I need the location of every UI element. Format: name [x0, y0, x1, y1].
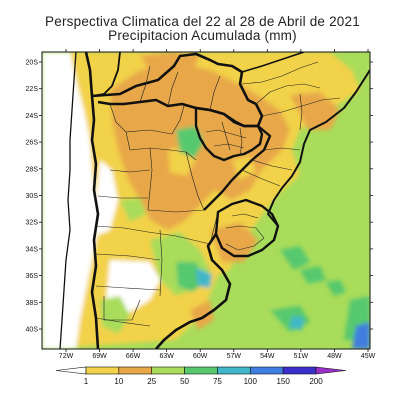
- lat-tick-label: 36S: [26, 273, 39, 280]
- map-frame: [41, 51, 371, 350]
- colorbar-min-triangle: [55, 366, 87, 375]
- lon-tick-label: 51W: [294, 353, 309, 360]
- colorbar-label: 50: [180, 377, 189, 386]
- lat-tick-label: 40S: [26, 327, 39, 334]
- lat-tick-label: 30S: [26, 193, 39, 200]
- lat-tick-label: 28S: [26, 166, 39, 173]
- colorbar-label: 200: [309, 377, 323, 386]
- colorbar-segment: [249, 366, 284, 375]
- colorbar-segment: [217, 366, 251, 375]
- province-borders: [95, 61, 341, 327]
- lat-tick-label: 26S: [26, 140, 39, 147]
- precip-below-1-west: [42, 52, 98, 349]
- colorbar-max-triangle: [315, 366, 347, 375]
- lon-tick-label: 45W: [361, 353, 376, 360]
- country-borders: [59, 52, 370, 349]
- lon-tick-label: 66W: [126, 353, 141, 360]
- colorbar-segment: [184, 366, 218, 375]
- lon-tick-label: 57W: [227, 353, 242, 360]
- precip-50-75-north: [176, 126, 204, 158]
- colorbar-segment: [282, 366, 317, 375]
- chile-coastline: [59, 52, 77, 349]
- argentina-coastline: [155, 233, 232, 349]
- lon-tick-label: 69W: [92, 353, 107, 360]
- longitude-axis: 72W 69W 66W 63W 60W 57W 54W 51W 48W 45W: [59, 49, 376, 360]
- colorbar-legend: 1 10 25 50 75 100 150 200: [55, 366, 347, 386]
- colorbar-label: 1: [84, 377, 89, 386]
- uruguay-border: [214, 198, 280, 258]
- colorbar-segment: [118, 366, 153, 375]
- colorbar-segment: [85, 366, 120, 375]
- lat-tick-label: 34S: [26, 246, 39, 253]
- lat-tick-label: 24S: [26, 113, 39, 120]
- precipitation-field: [42, 52, 370, 349]
- colorbar-label: 10: [114, 377, 123, 386]
- map-subtitle: Precipitacion Acumulada (mm): [108, 28, 297, 43]
- lon-tick-label: 48W: [327, 353, 342, 360]
- lon-tick-label: 63W: [159, 353, 174, 360]
- lat-tick-label: 20S: [26, 60, 39, 67]
- colorbar-segment: [151, 366, 185, 375]
- precip-below-1-andes: [96, 160, 118, 235]
- paraguay-border: [194, 106, 264, 162]
- lat-tick-label: 38S: [26, 300, 39, 307]
- map-title: Perspectiva Climatica del 22 al 28 de Ab…: [45, 14, 360, 29]
- lat-tick-label: 32S: [26, 220, 39, 227]
- peru-border: [91, 52, 121, 97]
- lon-tick-label: 54W: [260, 353, 275, 360]
- latitude-axis: 20S 22S 24S 26S 28S 30S 32S 34S 36S 38S 40S: [26, 60, 373, 334]
- lat-tick-label: 22S: [26, 86, 39, 93]
- colorbar-label: 150: [276, 377, 290, 386]
- lon-tick-label: 72W: [59, 353, 74, 360]
- bolivia-border: [91, 52, 264, 128]
- colorbar-label: 25: [147, 377, 156, 386]
- lon-tick-label: 60W: [193, 353, 208, 360]
- brazil-coastline: [267, 69, 370, 227]
- colorbar-label: 100: [244, 377, 258, 386]
- colorbar-label: 75: [213, 377, 222, 386]
